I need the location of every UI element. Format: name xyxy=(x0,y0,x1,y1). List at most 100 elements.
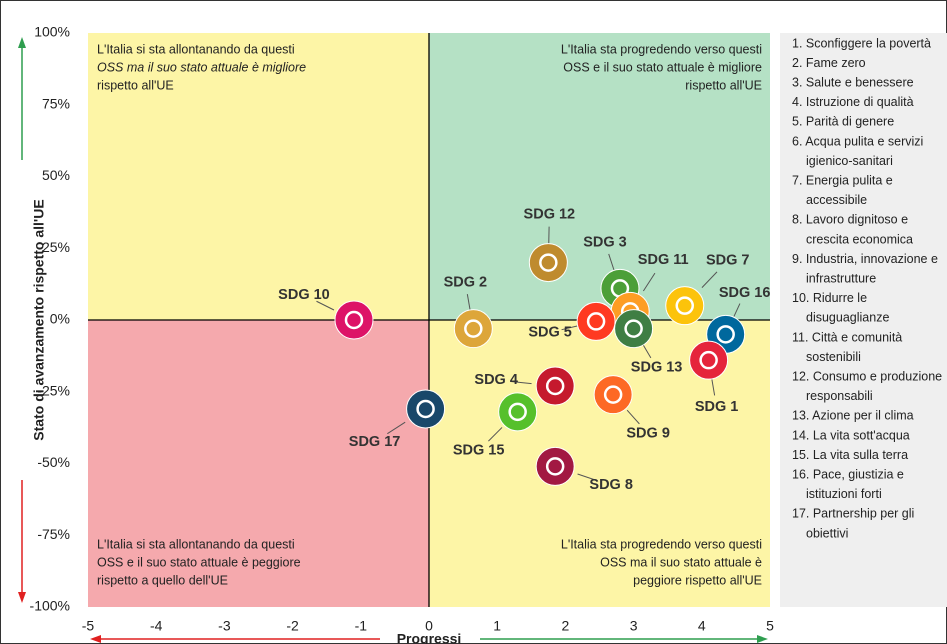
x-axis-label: Progressi xyxy=(397,631,462,644)
legend-entry: 11. Città e comunità xyxy=(792,330,902,344)
legend-entry: responsabili xyxy=(806,389,873,403)
legend-entry: 1. Sconfiggere la povertà xyxy=(792,36,931,50)
sdg-icon xyxy=(716,325,735,344)
y-tick-label: 0% xyxy=(50,311,70,327)
leader-line xyxy=(316,300,335,311)
sdg-point xyxy=(498,392,538,432)
leader-line xyxy=(711,378,716,396)
sdg-point xyxy=(614,309,654,349)
legend-entry: 10. Ridurre le xyxy=(792,291,867,305)
quadrant-note: OSS ma il suo stato attuale è xyxy=(600,555,762,569)
leader-line xyxy=(466,294,471,311)
leader-line xyxy=(510,381,532,385)
sdg-point xyxy=(528,243,568,283)
arrow-head xyxy=(757,635,768,643)
x-tick-label: 2 xyxy=(562,618,570,634)
sdg-icon xyxy=(545,376,565,396)
plot xyxy=(88,33,770,607)
leader-line xyxy=(488,427,503,442)
point-label: SDG 5 xyxy=(528,324,572,340)
quadrant-note: OSS ma il suo stato attuale è migliore xyxy=(97,60,306,74)
quadrant-note: OSS e il suo stato attuale è peggiore xyxy=(97,555,301,569)
y-tick-label: 75% xyxy=(42,95,70,111)
quadrant xyxy=(88,33,429,320)
sdg-point xyxy=(535,366,575,406)
point-label: SDG 17 xyxy=(349,434,401,450)
legend-entry: 2. Fame zero xyxy=(792,56,866,70)
leader-line xyxy=(561,325,578,331)
leader-line xyxy=(626,409,640,425)
point-label: SDG 9 xyxy=(626,425,670,441)
legend-entry: istituzioni forti xyxy=(806,487,882,501)
legend-entry: disuguaglianze xyxy=(806,311,889,325)
legend-entry: 13. Azione per il clima xyxy=(792,409,914,423)
point-label: SDG 1 xyxy=(695,399,739,415)
quadrant xyxy=(429,33,770,320)
legend-entry: accessibile xyxy=(806,193,867,207)
legend-entry: 9. Industria, innovazione e xyxy=(792,252,938,266)
sdg-point xyxy=(593,375,633,415)
x-tick-label: -3 xyxy=(218,618,231,634)
legend-entry: 16. Pace, giustizia e xyxy=(792,467,904,481)
sdg-icon xyxy=(539,253,558,272)
arrow-head xyxy=(18,592,26,603)
leader-line xyxy=(701,271,718,288)
y-tick-label: 25% xyxy=(42,239,70,255)
legend-entry: sostenibili xyxy=(806,350,861,364)
leader-line xyxy=(642,272,656,292)
quadrant-note: L'Italia sta progredendo verso questi xyxy=(561,42,762,56)
sdg-icon xyxy=(586,312,606,331)
point-label: SDG 12 xyxy=(524,206,576,222)
point-label: SDG 2 xyxy=(444,274,488,290)
point-label: SDG 8 xyxy=(589,477,633,493)
leader-line xyxy=(732,303,741,319)
sdg-icon xyxy=(603,385,623,404)
quadrant-note: L'Italia si sta allontanando da questi xyxy=(97,42,295,56)
legend-entry: 3. Salute e benessere xyxy=(792,75,914,89)
arrow-head xyxy=(18,37,26,48)
y-tick-label: 50% xyxy=(42,167,70,183)
sdg-point xyxy=(665,286,705,326)
sdg-icon xyxy=(624,319,643,338)
y-axis-label: Stato di avanzamento rispetto all'UE xyxy=(31,199,47,440)
point-label: SDG 16 xyxy=(719,285,771,301)
quadrant xyxy=(88,320,429,607)
x-tick-label: 1 xyxy=(493,618,501,634)
legend-panel xyxy=(780,33,947,607)
legend-entry: 17. Partnership per gli xyxy=(792,507,914,521)
y-tick-label: -100% xyxy=(30,598,70,614)
sdg-point xyxy=(406,389,446,429)
y-tick-label: -75% xyxy=(37,526,70,542)
sdg-point xyxy=(689,340,729,380)
x-tick-label: -4 xyxy=(150,618,163,634)
legend-entry: 8. Lavoro dignitoso e xyxy=(792,213,908,227)
leader-line xyxy=(608,253,615,271)
legend-entry: 4. Istruzione di qualità xyxy=(792,95,914,109)
legend-entry: 5. Parità di genere xyxy=(792,115,894,129)
quadrant-note: rispetto a quello dell'UE xyxy=(97,573,228,587)
y-tick-label: -50% xyxy=(37,454,70,470)
sdg-icon xyxy=(416,399,435,419)
sdg-icon xyxy=(344,310,364,330)
quadrant-note: L'Italia si sta allontanando da questi xyxy=(97,537,295,551)
quadrant-note: rispetto all'UE xyxy=(685,78,762,92)
sdg-icon xyxy=(545,457,565,476)
sdg-point xyxy=(576,301,616,341)
sdg-point xyxy=(334,300,374,340)
point-label: SDG 10 xyxy=(278,287,330,303)
sdg-icon xyxy=(508,402,527,422)
point-label: SDG 3 xyxy=(583,234,627,250)
point-label: SDG 13 xyxy=(631,359,683,375)
x-tick-label: 5 xyxy=(766,618,774,634)
legend-entry: 12. Consumo e produzione xyxy=(792,369,942,383)
leader-line xyxy=(387,421,406,435)
x-tick-label: -1 xyxy=(355,618,368,634)
y-tick-label: -25% xyxy=(37,382,70,398)
sdg-icon xyxy=(464,319,483,338)
legend-entry: 7. Energia pulita e xyxy=(792,173,893,187)
y-tick-label: 100% xyxy=(34,24,70,40)
x-tick-label: -5 xyxy=(82,618,95,634)
legend-entry: crescita economica xyxy=(806,232,913,246)
legend-entry: igienico-sanitari xyxy=(806,154,893,168)
